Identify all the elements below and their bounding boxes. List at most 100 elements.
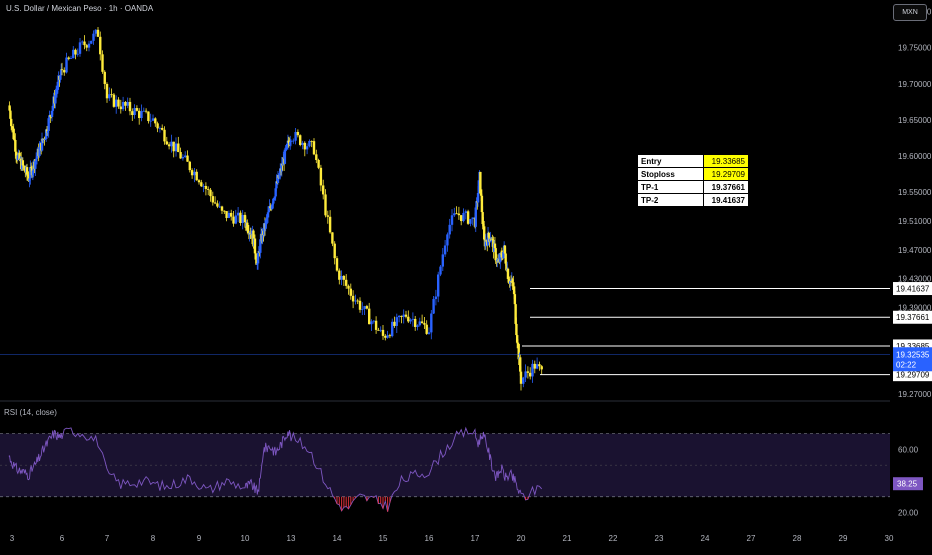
time-axis-label-9: 16 xyxy=(425,534,434,543)
candle-body-324 xyxy=(505,263,508,271)
candle-body-133 xyxy=(220,206,224,211)
candle-body-326 xyxy=(506,268,510,279)
candle-body-348 xyxy=(531,363,534,377)
candle-body-269 xyxy=(441,254,444,267)
candle-body-301 xyxy=(487,232,490,238)
candle-body-88 xyxy=(117,99,120,107)
candle-body-251 xyxy=(400,315,403,317)
candle-body-21 xyxy=(25,167,29,175)
candle-body-257 xyxy=(414,318,417,327)
candle-body-51 xyxy=(50,110,54,117)
candle-body-223 xyxy=(335,258,339,271)
candle-body-347 xyxy=(529,372,532,377)
table-row-stoploss: Stoploss 19.29709 xyxy=(637,167,749,181)
candle-body-242 xyxy=(379,329,382,331)
candle-body-33 xyxy=(35,156,39,159)
candle-body-198 xyxy=(285,143,289,146)
candle-body-87 xyxy=(115,99,118,107)
candle-body-294 xyxy=(482,224,485,227)
candle-body-113 xyxy=(174,143,178,152)
candle-body-330 xyxy=(509,280,513,282)
table-row-entry: Entry 19.33685 xyxy=(637,154,749,168)
candle-body-291 xyxy=(479,193,483,196)
level-tag-text-entry: 19.33685 xyxy=(896,342,930,351)
candle-body-91 xyxy=(124,102,127,106)
candle-body-248 xyxy=(393,321,396,326)
candle-body-157 xyxy=(254,253,257,260)
candle-body-306 xyxy=(491,238,494,241)
price-axis-label-3: 19.65000 xyxy=(898,116,932,125)
candle-body-345 xyxy=(524,371,527,378)
candle-body-8 xyxy=(14,151,18,156)
candle-body-230 xyxy=(351,295,355,302)
candle-body-77 xyxy=(92,33,95,41)
candle-body-49 xyxy=(49,115,52,117)
currency-badge[interactable]: MXN xyxy=(893,4,927,21)
candle-body-349 xyxy=(533,363,536,369)
candle-body-3 xyxy=(10,126,14,127)
candle-body-297 xyxy=(484,240,487,247)
candle-body-69 xyxy=(74,49,77,55)
candle-body-352 xyxy=(540,366,543,370)
candle-body-79 xyxy=(96,29,100,37)
candle-body-214 xyxy=(315,154,318,160)
rsi-value-tag xyxy=(893,477,923,491)
candle-body-31 xyxy=(34,161,37,169)
candle-body-237 xyxy=(368,308,371,325)
candle-body-65 xyxy=(65,57,68,73)
bar-countdown: 02:22 xyxy=(896,360,917,369)
candle-body-92 xyxy=(126,101,129,106)
time-axis-label-6: 13 xyxy=(287,534,296,543)
time-axis-label-12: 21 xyxy=(563,534,572,543)
candle-body-246 xyxy=(388,335,392,337)
price-axis-label-6: 19.51000 xyxy=(898,217,932,226)
candle-body-197 xyxy=(285,145,288,150)
candle-body-5 xyxy=(12,128,15,140)
candle-body-262 xyxy=(425,324,428,334)
candle-body-309 xyxy=(493,243,497,249)
candle-body-106 xyxy=(158,127,162,129)
candle-body-203 xyxy=(289,140,293,142)
candle-body-211 xyxy=(308,140,311,147)
candle-body-318 xyxy=(500,253,504,257)
candle-body-99 xyxy=(142,110,145,112)
candle-body-135 xyxy=(225,211,228,218)
candle-body-118 xyxy=(186,155,189,162)
candle-body-66 xyxy=(67,57,70,59)
candle-body-95 xyxy=(133,108,136,115)
candle-body-98 xyxy=(140,111,143,119)
candle-body-50 xyxy=(49,116,53,118)
candle-body-279 xyxy=(464,211,467,213)
candle-body-4 xyxy=(11,126,15,129)
candle-body-300 xyxy=(486,232,490,246)
price-axis-label-1: 19.75000 xyxy=(898,44,932,53)
candle-body-94 xyxy=(131,111,134,115)
candle-body-207 xyxy=(299,135,302,145)
candle-body-179 xyxy=(271,203,274,206)
candle-body-24 xyxy=(28,178,31,182)
candle-body-120 xyxy=(190,170,194,176)
candle-body-188 xyxy=(278,173,281,178)
candle-body-125 xyxy=(202,185,205,187)
candle-body-90 xyxy=(121,102,125,110)
candle-body-129 xyxy=(211,196,214,203)
candle-body-195 xyxy=(283,149,287,164)
candle-body-191 xyxy=(280,163,283,172)
price-axis-label-7: 19.47000 xyxy=(898,246,932,255)
candle-body-298 xyxy=(485,240,488,242)
time-axis-label-3: 8 xyxy=(151,534,156,543)
candle-body-61 xyxy=(59,75,62,80)
candle-body-264 xyxy=(430,313,433,333)
candle-body-105 xyxy=(156,123,159,129)
candle-body-316 xyxy=(499,253,502,263)
candle-body-275 xyxy=(455,213,458,215)
candle-body-350 xyxy=(535,364,539,369)
rsi-line xyxy=(8,426,543,512)
candle-body-28 xyxy=(31,170,35,176)
candle-body-202 xyxy=(289,141,292,145)
candle-body-236 xyxy=(365,306,369,309)
time-axis-label-15: 24 xyxy=(701,534,710,543)
rsi-indicator-title: RSI (14, close) xyxy=(4,408,57,417)
